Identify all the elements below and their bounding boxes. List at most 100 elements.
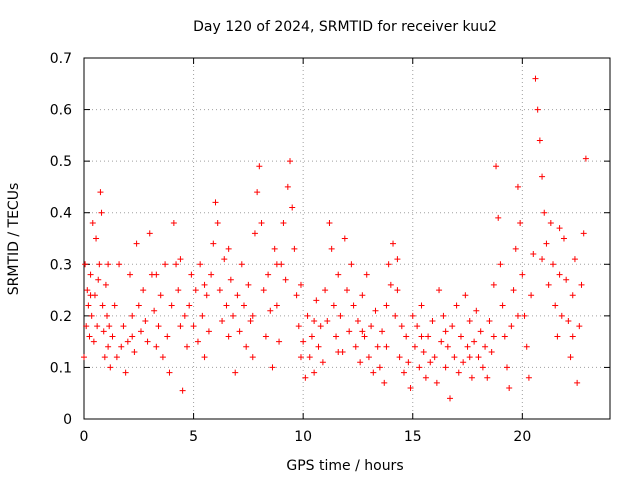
data-point	[260, 287, 267, 294]
data-point	[383, 343, 390, 350]
data-point	[89, 220, 96, 227]
data-point	[95, 276, 102, 283]
data-point	[247, 318, 254, 325]
data-point	[225, 245, 232, 252]
x-axis: 0 5 10 15 20	[80, 58, 531, 445]
data-point	[552, 302, 559, 309]
data-point	[289, 204, 296, 211]
data-point	[433, 379, 440, 386]
data-point	[431, 354, 438, 361]
data-point	[201, 354, 208, 361]
data-point	[168, 302, 175, 309]
data-point	[271, 245, 278, 252]
data-point	[84, 287, 91, 294]
data-point	[387, 281, 394, 288]
data-point	[254, 189, 261, 196]
data-point	[308, 333, 315, 340]
data-point	[409, 312, 416, 319]
data-point	[262, 333, 269, 340]
data-point	[427, 359, 434, 366]
data-point	[291, 245, 298, 252]
data-point	[501, 333, 508, 340]
grid	[84, 58, 610, 419]
data-point	[249, 312, 256, 319]
data-point	[337, 312, 344, 319]
data-point	[258, 220, 265, 227]
data-point	[232, 369, 239, 376]
data-point	[273, 261, 280, 268]
data-point	[104, 312, 111, 319]
data-point	[466, 354, 473, 361]
data-point	[181, 312, 188, 319]
data-point	[118, 343, 125, 350]
x-tick-label: 0	[80, 429, 89, 445]
data-point	[440, 312, 447, 319]
data-point	[335, 348, 342, 355]
data-point	[444, 343, 451, 350]
data-point	[346, 328, 353, 335]
y-tick-label: 0.5	[50, 154, 72, 170]
data-point	[159, 354, 166, 361]
data-point	[488, 348, 495, 355]
data-point	[545, 281, 552, 288]
data-point	[234, 292, 241, 299]
data-point	[87, 292, 94, 299]
data-point	[326, 220, 333, 227]
data-point	[88, 312, 95, 319]
data-point	[539, 256, 546, 263]
data-point	[477, 328, 484, 335]
data-point	[418, 302, 425, 309]
x-tick-label: 20	[513, 429, 531, 445]
data-point	[383, 302, 390, 309]
data-point	[120, 323, 127, 330]
data-point	[184, 343, 191, 350]
data-point	[394, 287, 401, 294]
data-point	[578, 281, 585, 288]
data-point	[390, 240, 397, 247]
data-point	[124, 338, 131, 345]
data-point	[436, 287, 443, 294]
data-point	[556, 225, 563, 232]
data-point	[83, 323, 90, 330]
data-point	[341, 235, 348, 242]
data-point	[102, 281, 109, 288]
data-point	[267, 307, 274, 314]
data-point	[333, 333, 340, 340]
data-point	[304, 312, 311, 319]
data-point	[105, 343, 112, 350]
data-point	[490, 281, 497, 288]
data-point	[576, 323, 583, 330]
data-point	[157, 292, 164, 299]
data-point	[582, 155, 589, 162]
data-point	[376, 364, 383, 371]
data-point	[425, 333, 432, 340]
data-point	[216, 287, 223, 294]
data-point	[416, 364, 423, 371]
data-point	[438, 338, 445, 345]
data-point	[420, 348, 427, 355]
data-point	[517, 220, 524, 227]
data-point	[532, 75, 539, 82]
data-point	[300, 338, 307, 345]
data-point	[484, 374, 491, 381]
data-point	[280, 220, 287, 227]
data-point	[514, 183, 521, 190]
y-tick-label: 0.6	[50, 103, 72, 119]
data-point	[243, 343, 250, 350]
data-point	[574, 379, 581, 386]
data-point	[186, 302, 193, 309]
data-point	[127, 271, 134, 278]
data-point	[219, 318, 226, 325]
data-point	[94, 323, 101, 330]
data-point	[429, 318, 436, 325]
data-point	[495, 214, 502, 221]
data-point	[256, 163, 263, 170]
data-point	[113, 354, 120, 361]
data-point	[129, 333, 136, 340]
data-point	[392, 312, 399, 319]
data-point	[153, 343, 160, 350]
data-point	[142, 318, 149, 325]
data-point	[348, 261, 355, 268]
data-point	[205, 328, 212, 335]
